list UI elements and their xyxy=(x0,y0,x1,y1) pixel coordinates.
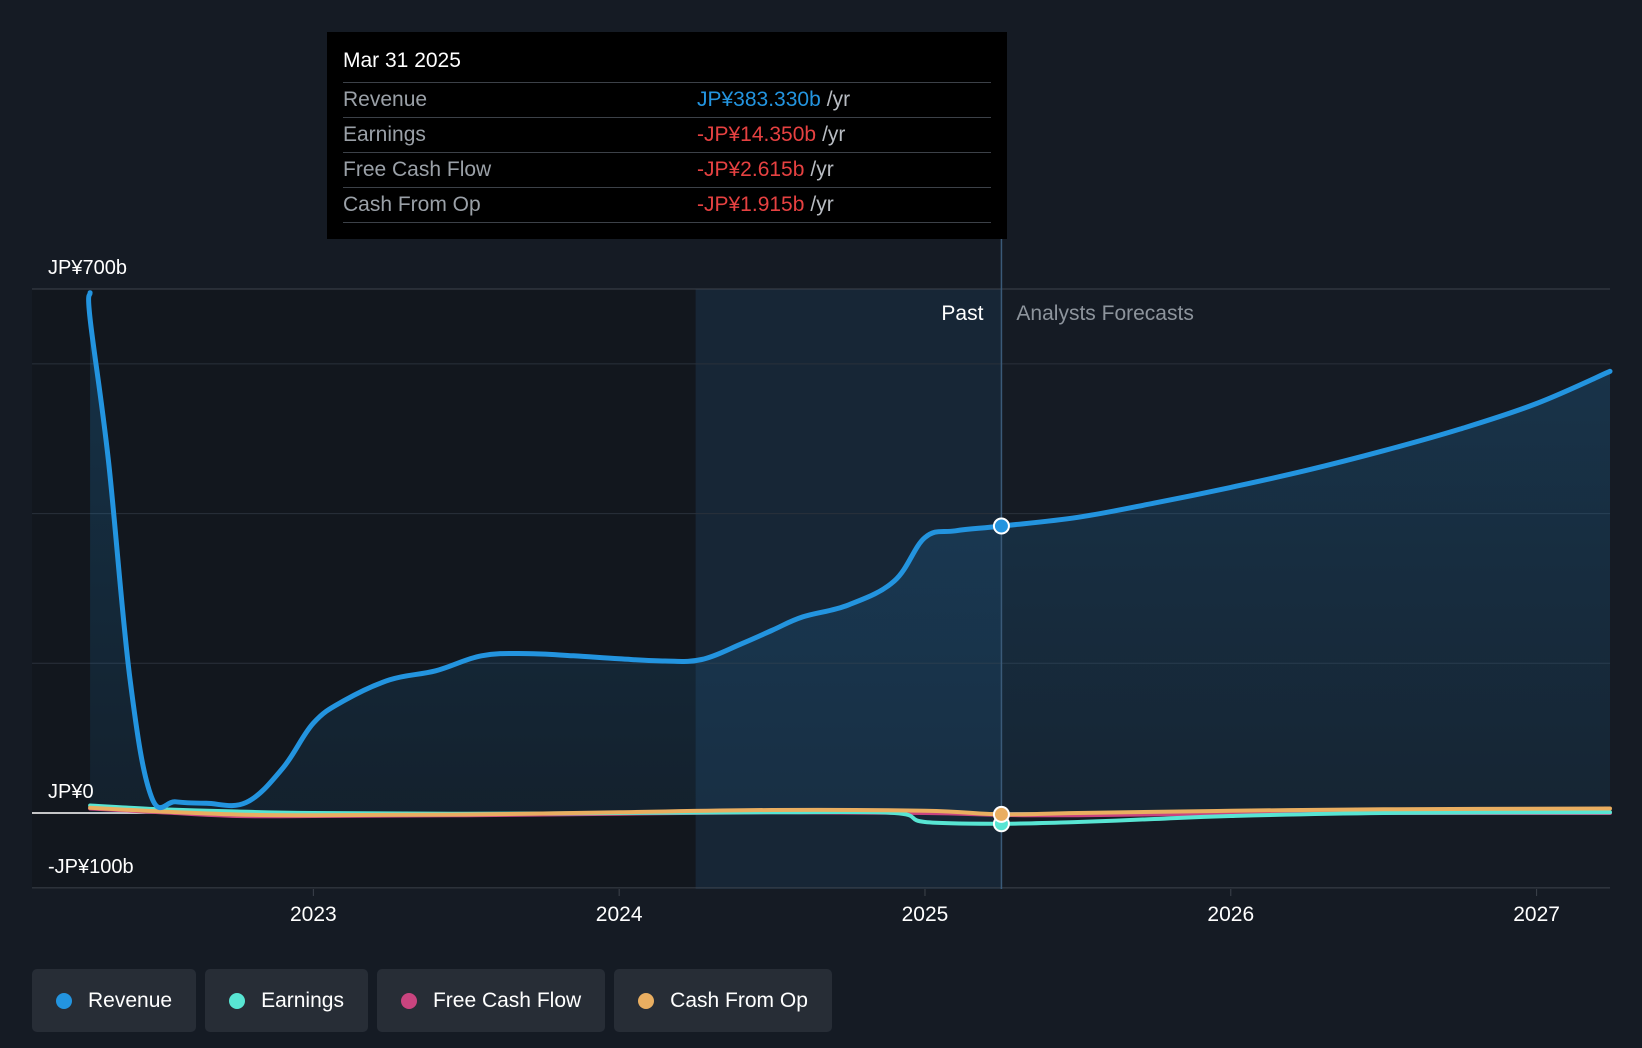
tooltip-row-cash-from-op: Cash From Op -JP¥1.915b/yr xyxy=(343,187,991,223)
tooltip-value: -JP¥14.350b xyxy=(697,123,817,146)
legend-label: Cash From Op xyxy=(670,988,808,1012)
legend-dot-icon xyxy=(56,992,72,1009)
tooltip-unit: /yr xyxy=(826,88,851,111)
revenue-line xyxy=(86,290,1613,811)
tooltip-value: JP¥383.330b xyxy=(697,88,821,111)
legend-item-earnings[interactable]: Earnings xyxy=(205,969,368,1032)
tooltip-label: Cash From Op xyxy=(343,193,481,216)
revenue-marker xyxy=(992,517,1010,535)
legend-dot-icon xyxy=(229,992,246,1009)
legend-label: Revenue xyxy=(88,988,173,1012)
tooltip-rows: Revenue JP¥383.330b/yr Earnings -JP¥14.350b… xyxy=(343,82,991,223)
earnings-line xyxy=(88,803,1612,826)
tooltip-row-free-cash-flow: Free Cash Flow -JP¥2.615b/yr xyxy=(343,152,991,187)
x-tick-label-2024: 2024 xyxy=(596,903,643,926)
legend-item-revenue[interactable]: Revenue xyxy=(32,969,197,1032)
x-tick-label-2025: 2025 xyxy=(902,903,949,926)
legend-item-cash-from-op[interactable]: Cash From Op xyxy=(614,969,832,1032)
x-axis-ticks: 2023 2024 2025 2026 2027 xyxy=(290,889,1560,926)
y-tick-label-jp-700b: JP¥700b xyxy=(48,257,127,279)
tooltip-row-revenue: Revenue JP¥383.330b/yr xyxy=(343,82,991,117)
legend-label: Free Cash Flow xyxy=(432,988,582,1012)
tooltip-label: Earnings xyxy=(343,123,426,146)
cash-from-op-marker xyxy=(992,805,1010,823)
tooltip-value: -JP¥2.615b xyxy=(697,158,805,181)
forecast-label: Analysts Forecasts xyxy=(1016,302,1193,325)
tooltip-label: Revenue xyxy=(343,88,428,111)
revenue-area xyxy=(88,292,1611,813)
y-axis-labels: JP¥700b JP¥0 -JP¥100b xyxy=(48,257,134,878)
legend-dot-icon xyxy=(638,992,655,1009)
x-tick-label-2023: 2023 xyxy=(290,903,337,926)
legend-item-free-cash-flow[interactable]: Free Cash Flow xyxy=(376,969,606,1032)
y-tick-label--jp-100b: -JP¥100b xyxy=(48,856,134,878)
tooltip-label: Free Cash Flow xyxy=(343,158,492,181)
legend-label: Earnings xyxy=(261,988,344,1012)
legend-dot-icon xyxy=(400,992,417,1009)
legend: Revenue Earnings Free Cash Flow Cash From O… xyxy=(32,969,832,1032)
past-label: Past xyxy=(941,302,983,325)
x-tick-label-2027: 2027 xyxy=(1513,903,1560,926)
tooltip-date: Mar 31 2025 xyxy=(343,49,461,72)
tooltip-unit: /yr xyxy=(810,158,834,181)
series-markers xyxy=(992,517,1010,833)
y-tick-label-jp-0: JP¥0 xyxy=(48,781,94,803)
cash-from-op-line xyxy=(88,805,1612,818)
tooltip-unit: /yr xyxy=(822,123,846,146)
tooltip-unit: /yr xyxy=(810,193,834,216)
tooltip-value: -JP¥1.915b xyxy=(697,193,805,216)
tooltip: Mar 31 2025 Revenue JP¥383.330b/yr Earning… xyxy=(327,32,1007,239)
tooltip-row-earnings: Earnings -JP¥14.350b/yr xyxy=(343,117,991,152)
series-fills xyxy=(88,292,1611,813)
x-tick-label-2026: 2026 xyxy=(1207,903,1254,926)
series-lines xyxy=(86,290,1613,826)
